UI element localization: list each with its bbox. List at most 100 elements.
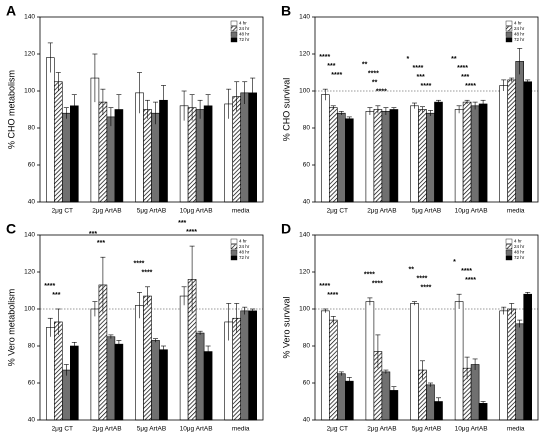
x-tick-label: 10μg ArtAB xyxy=(180,208,213,215)
x-tick-label: 10μg ArtAB xyxy=(455,208,488,215)
error-bar xyxy=(322,308,328,313)
bar xyxy=(159,99,168,203)
significance-label: * xyxy=(453,259,456,266)
bar xyxy=(478,403,488,421)
significance-label: *** xyxy=(52,292,60,299)
error-bar xyxy=(161,345,166,354)
error-bar xyxy=(436,99,441,104)
error-bar xyxy=(250,308,256,313)
legend-swatch xyxy=(505,26,513,32)
bar xyxy=(381,371,391,421)
significance-label: **** xyxy=(421,83,432,90)
x-tick-label: 5μg ArtAB xyxy=(412,208,441,215)
bar xyxy=(151,112,160,203)
significance-label: *** xyxy=(178,220,186,227)
significance-label: **** xyxy=(319,283,330,290)
x-tick-label: 5μg ArtAB xyxy=(137,208,166,215)
error-bar xyxy=(189,94,195,121)
y-axis-label: % CHO metabolism xyxy=(6,70,16,149)
significance-label: *** xyxy=(89,231,97,238)
error-bar xyxy=(428,110,433,116)
legend-swatch xyxy=(505,249,513,255)
error-bar xyxy=(517,319,523,328)
significance-label: **** xyxy=(457,65,468,72)
significance-label: **** xyxy=(327,292,338,299)
significance-label: **** xyxy=(413,65,424,72)
error-bar xyxy=(234,303,240,334)
bar xyxy=(98,101,108,203)
error-bar xyxy=(472,101,478,110)
y-tick-label: 40 xyxy=(303,417,311,424)
y-tick-label: 60 xyxy=(303,380,311,387)
error-bar xyxy=(501,306,507,315)
error-bar xyxy=(137,72,142,114)
error-bar xyxy=(145,99,150,119)
y-tick-label: 60 xyxy=(28,380,36,387)
panel-letter: D xyxy=(281,221,291,237)
error-bar xyxy=(420,106,425,113)
error-bar xyxy=(205,345,211,358)
error-bar xyxy=(428,382,433,387)
y-tick-label: 120 xyxy=(24,51,35,58)
legend-swatch xyxy=(505,238,513,244)
error-bar xyxy=(525,292,531,297)
y-axis-label: % Vero survival xyxy=(281,296,291,358)
legend-label: 48 hr xyxy=(239,250,250,255)
bar xyxy=(106,336,116,421)
bar xyxy=(426,112,435,203)
x-tick-label: 2μg ArtAB xyxy=(92,426,121,433)
legend-label: 24 hr xyxy=(514,244,525,249)
legend-label: 72 hr xyxy=(239,255,250,260)
bar xyxy=(515,61,525,203)
panel: C % Vero metabolism 40 60 80 100 120 140 2μg CT *… xyxy=(6,220,264,433)
error-bar xyxy=(189,245,195,313)
bar xyxy=(70,105,79,203)
error-bar xyxy=(383,369,389,374)
error-bar xyxy=(338,111,344,116)
legend-swatch xyxy=(505,20,513,26)
error-bar xyxy=(480,99,486,108)
bar xyxy=(240,92,249,203)
y-tick-label: 60 xyxy=(28,162,36,169)
bar xyxy=(410,105,419,203)
error-bar xyxy=(153,338,158,343)
error-bar xyxy=(391,107,397,112)
y-tick-label: 140 xyxy=(24,232,35,239)
error-bar xyxy=(330,316,336,324)
bar xyxy=(203,105,213,203)
x-tick-label: 2μg ArtAB xyxy=(92,208,121,215)
error-bar xyxy=(161,85,166,116)
error-bar xyxy=(250,77,256,108)
error-bar xyxy=(346,116,352,121)
x-tick-label: 10μg ArtAB xyxy=(455,426,488,433)
legend-swatch xyxy=(505,244,513,250)
bar xyxy=(344,118,354,203)
bar xyxy=(240,310,249,421)
bar xyxy=(336,373,346,421)
significance-label: ** xyxy=(372,80,378,87)
bar xyxy=(179,295,189,421)
legend-swatch xyxy=(230,249,238,255)
error-bar xyxy=(412,301,417,306)
error-bar xyxy=(116,340,122,348)
bar xyxy=(426,384,435,421)
error-bar xyxy=(346,377,352,385)
error-bar xyxy=(464,99,470,104)
y-tick-label: 80 xyxy=(28,125,36,132)
error-bar xyxy=(525,79,531,84)
bar xyxy=(143,295,152,421)
bar xyxy=(434,101,443,203)
error-bar xyxy=(420,360,425,380)
error-bar xyxy=(100,256,106,313)
error-bar xyxy=(47,42,53,73)
error-bar xyxy=(509,303,515,315)
bar xyxy=(135,304,144,421)
y-tick-label: 40 xyxy=(28,199,36,206)
bar xyxy=(470,105,480,203)
bar xyxy=(61,112,71,203)
y-tick-label: 40 xyxy=(28,417,36,424)
